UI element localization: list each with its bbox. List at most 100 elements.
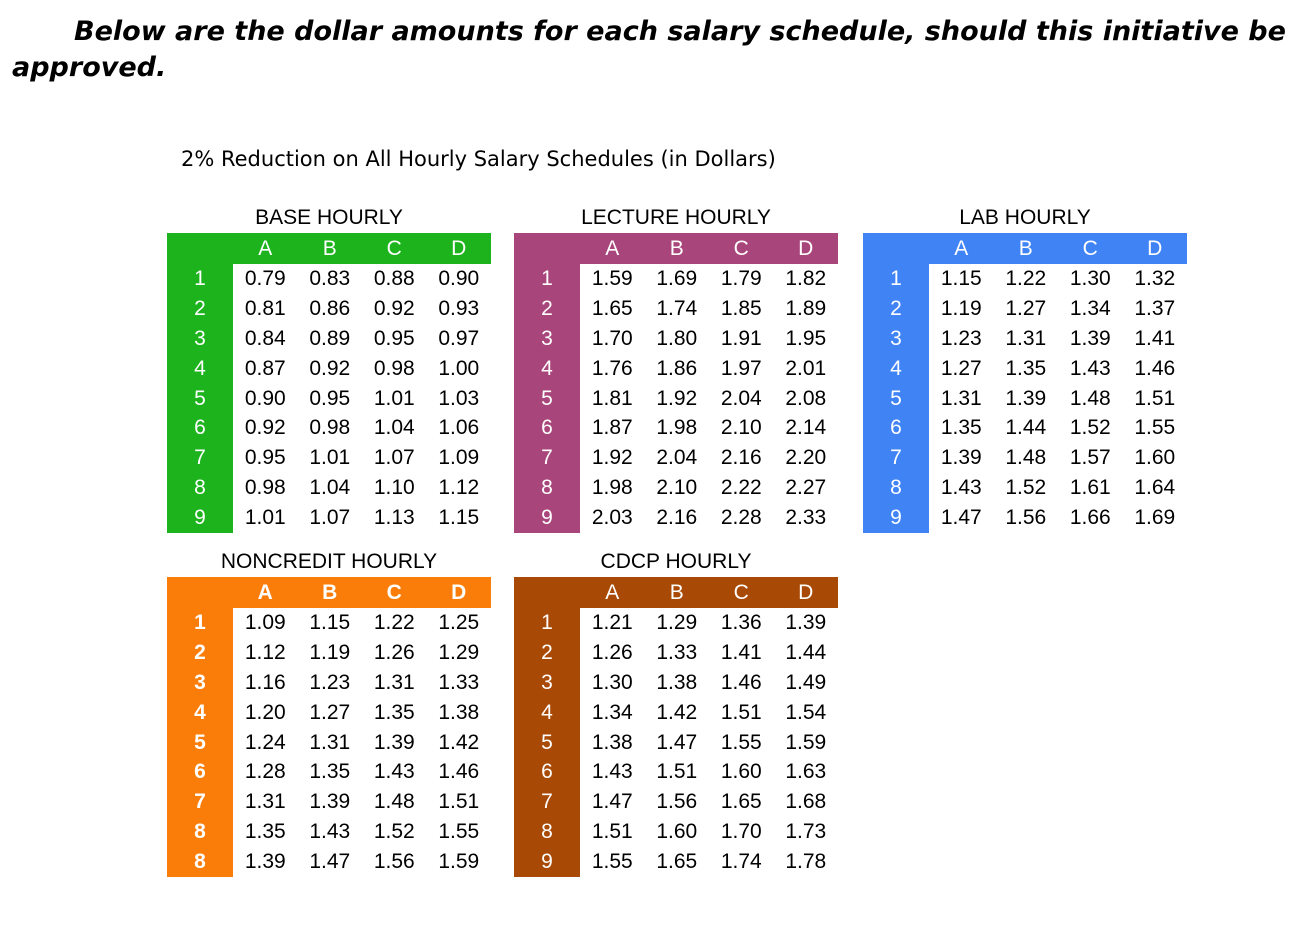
- rate-cell: 1.26: [373, 640, 415, 664]
- rate-cell: 1.59: [785, 730, 827, 754]
- step-label: 3: [514, 323, 580, 354]
- rate-cell: 2.33: [785, 506, 827, 530]
- header-corner: [514, 233, 580, 264]
- rate-cell: 1.98: [656, 416, 698, 440]
- column-header: B: [644, 233, 709, 264]
- step-label: 5: [514, 727, 580, 758]
- rate-cell: 1.80: [656, 326, 698, 350]
- rate-cell: 1.09: [438, 446, 480, 470]
- rate-cell: 1.35: [1005, 356, 1047, 380]
- column-header: A: [233, 233, 298, 264]
- rate-cell: 1.97: [720, 356, 762, 380]
- step-label: 7: [167, 787, 233, 818]
- rate-cell: 1.15: [309, 610, 351, 634]
- rate-cell: 1.16: [244, 670, 286, 694]
- table-row: 6 1.43 1.51 1.60 1.63: [514, 757, 838, 788]
- rate-cell: 0.95: [309, 386, 351, 410]
- step-label: 7: [863, 443, 929, 474]
- rate-cell: 1.41: [720, 640, 762, 664]
- rate-cell: 0.98: [373, 356, 415, 380]
- step-label: 4: [514, 353, 580, 384]
- column-header: B: [297, 233, 362, 264]
- rate-cell: 1.22: [373, 610, 415, 634]
- schedule-title: LAB HOURLY: [959, 206, 1091, 229]
- table-row: 6 1.28 1.35 1.43 1.46: [167, 757, 491, 788]
- rate-cell: 1.87: [591, 416, 633, 440]
- rate-cell: 1.25: [438, 610, 480, 634]
- rate-cell: 1.39: [309, 790, 351, 814]
- rate-cell: 0.95: [373, 326, 415, 350]
- rate-cell: 0.89: [309, 326, 351, 350]
- rate-cell: 1.56: [373, 850, 415, 874]
- table-row: 9 1.47 1.56 1.66 1.69: [863, 503, 1187, 534]
- table-row: 3 0.84 0.89 0.95 0.97: [167, 323, 491, 354]
- step-label: 3: [863, 323, 929, 354]
- rate-cell: 1.60: [720, 760, 762, 784]
- table-row: 1 1.09 1.15 1.22 1.25: [167, 608, 491, 638]
- table-row: 5 0.90 0.95 1.01 1.03: [167, 383, 491, 414]
- rate-cell: 2.28: [720, 506, 762, 530]
- step-label: 9: [167, 503, 233, 534]
- step-label: 5: [514, 383, 580, 414]
- rate-cell: 1.23: [309, 670, 351, 694]
- rate-cell: 1.27: [940, 356, 982, 380]
- schedule-table: A B C D 1 1.15 1.22 1.30 1.32 2 1.19 1.27 1.34 1.37 3 1…: [863, 233, 1187, 534]
- rate-cell: 2.10: [720, 416, 762, 440]
- column-header: B: [993, 233, 1058, 264]
- rate-cell: 1.36: [720, 610, 762, 634]
- rate-cell: 1.43: [940, 476, 982, 500]
- table-row: 5 1.38 1.47 1.55 1.59: [514, 727, 838, 758]
- step-label: 1: [514, 608, 580, 638]
- rate-cell: 1.03: [438, 386, 480, 410]
- rate-cell: 1.54: [785, 700, 827, 724]
- schedule-cdcp-hourly: CDCP HOURLY A B C D 1 1.21 1.29 1.36 1.39 2 1.26 1.3…: [514, 547, 838, 878]
- rate-cell: 0.95: [244, 446, 286, 470]
- rate-cell: 0.92: [373, 296, 415, 320]
- table-row: 5 1.31 1.39 1.48 1.51: [863, 383, 1187, 414]
- rate-cell: 1.42: [656, 700, 698, 724]
- step-label: 6: [167, 413, 233, 444]
- rate-cell: 1.95: [785, 326, 827, 350]
- rate-cell: 1.66: [1069, 506, 1111, 530]
- rate-cell: 1.35: [940, 416, 982, 440]
- column-header: C: [709, 577, 774, 608]
- rate-cell: 1.76: [591, 356, 633, 380]
- table-row: 1 1.59 1.69 1.79 1.82: [514, 264, 838, 294]
- table-row: 2 1.12 1.19 1.26 1.29: [167, 637, 491, 668]
- rate-cell: 1.52: [1069, 416, 1111, 440]
- rate-cell: 1.69: [1134, 506, 1176, 530]
- rate-cell: 1.70: [720, 820, 762, 844]
- step-label: 8: [514, 473, 580, 504]
- rate-cell: 1.01: [309, 446, 351, 470]
- rate-cell: 1.47: [656, 730, 698, 754]
- header-corner: [167, 577, 233, 608]
- step-label: 6: [514, 413, 580, 444]
- table-row: 8 1.51 1.60 1.70 1.73: [514, 817, 838, 848]
- table-row: 5 1.24 1.31 1.39 1.42: [167, 727, 491, 758]
- table-row: 7 1.92 2.04 2.16 2.20: [514, 443, 838, 474]
- rate-cell: 1.65: [656, 850, 698, 874]
- rate-cell: 1.46: [720, 670, 762, 694]
- step-label: 2: [863, 293, 929, 324]
- step-label: 2: [514, 637, 580, 668]
- rate-cell: 1.65: [720, 790, 762, 814]
- rate-cell: 2.03: [591, 506, 633, 530]
- rate-cell: 1.69: [656, 266, 698, 290]
- rate-cell: 1.29: [656, 610, 698, 634]
- rate-cell: 0.93: [438, 296, 480, 320]
- step-label: 2: [167, 293, 233, 324]
- step-label: 4: [514, 697, 580, 728]
- rate-cell: 1.42: [438, 730, 480, 754]
- rate-cell: 1.52: [373, 820, 415, 844]
- rate-cell: 1.51: [1134, 386, 1176, 410]
- rate-cell: 1.30: [1069, 266, 1111, 290]
- rate-cell: 0.90: [244, 386, 286, 410]
- step-label: 1: [167, 608, 233, 638]
- rate-cell: 0.97: [438, 326, 480, 350]
- rate-cell: 1.33: [438, 670, 480, 694]
- rate-cell: 1.07: [309, 506, 351, 530]
- rate-cell: 1.21: [591, 610, 633, 634]
